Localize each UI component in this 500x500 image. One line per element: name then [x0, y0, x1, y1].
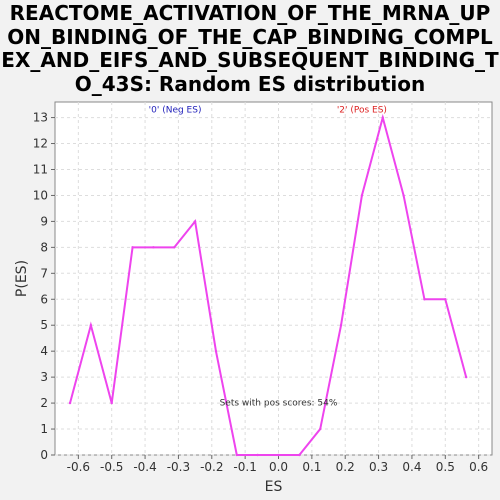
data-point: [464, 375, 468, 379]
data-point: [214, 349, 218, 353]
data-point: [152, 246, 155, 249]
x-tick-label: 0.2: [336, 460, 355, 474]
data-point: [89, 324, 93, 327]
data-point: [131, 246, 134, 249]
data-point: [68, 401, 72, 405]
data-point: [173, 246, 176, 249]
annotations: '0' (Neg ES) '2' (Pos ES) Sets with pos sc…: [149, 105, 387, 408]
series-line: [69, 113, 468, 456]
x-tick-label: -0.4: [133, 460, 156, 474]
series-group: [68, 113, 468, 457]
y-tick-label: 7: [40, 266, 48, 280]
x-tick-label: 0.5: [436, 460, 455, 474]
y-tick-label: 11: [33, 162, 48, 176]
y-tick-label: 10: [33, 188, 48, 202]
y-tick-label: 12: [33, 137, 48, 151]
data-point: [319, 427, 322, 431]
y-tick-label: 2: [40, 396, 48, 410]
y-tick-label: 3: [40, 370, 48, 384]
x-tick-label: 0.6: [469, 460, 488, 474]
x-tick-label: 0.0: [269, 460, 288, 474]
y-axis-label: P(ES): [14, 260, 30, 297]
data-point: [256, 453, 259, 457]
annotation: '0' (Neg ES): [149, 105, 202, 115]
data-point: [277, 453, 280, 457]
x-tick-label: -0.5: [100, 460, 123, 474]
data-point: [444, 298, 447, 301]
data-point: [298, 453, 301, 457]
data-point: [360, 194, 364, 197]
x-tick-label: -0.2: [200, 460, 223, 474]
annotation: Sets with pos scores: 54%: [220, 399, 338, 409]
chart-title: REACTOME_ACTIVATION_OF_THE_MRNA_UP ON_BI…: [1, 1, 499, 96]
grid: [55, 102, 492, 456]
x-tick-label: 0.4: [402, 460, 421, 474]
x-tick-label: -0.1: [233, 460, 256, 474]
annotation: '2' (Pos ES): [337, 105, 387, 115]
x-tick-label: 0.3: [369, 460, 388, 474]
data-point: [193, 220, 197, 223]
data-point: [423, 298, 426, 301]
data-point: [235, 453, 239, 457]
x-tick-label: -0.6: [67, 460, 90, 474]
x-axis: -0.6 -0.5 -0.4 -0.3 -0.2 -0.1 0.0 0.1 0.2 0.3 0.4 0…: [67, 455, 488, 474]
y-tick-label: 4: [40, 344, 48, 358]
x-axis-label: ES: [265, 479, 283, 495]
y-tick-label: 13: [33, 111, 48, 125]
y-tick-label: 6: [40, 292, 48, 306]
x-tick-label: -0.3: [167, 460, 190, 474]
data-point: [381, 116, 384, 119]
data-point: [110, 401, 113, 405]
data-point: [339, 324, 343, 327]
x-tick-label: 0.1: [302, 460, 321, 474]
y-tick-label: 0: [40, 448, 48, 462]
y-tick-label: 5: [40, 318, 48, 332]
y-tick-label: 1: [40, 422, 48, 436]
y-tick-label: 8: [40, 240, 48, 254]
data-point: [402, 194, 405, 197]
y-tick-label: 9: [40, 214, 48, 228]
